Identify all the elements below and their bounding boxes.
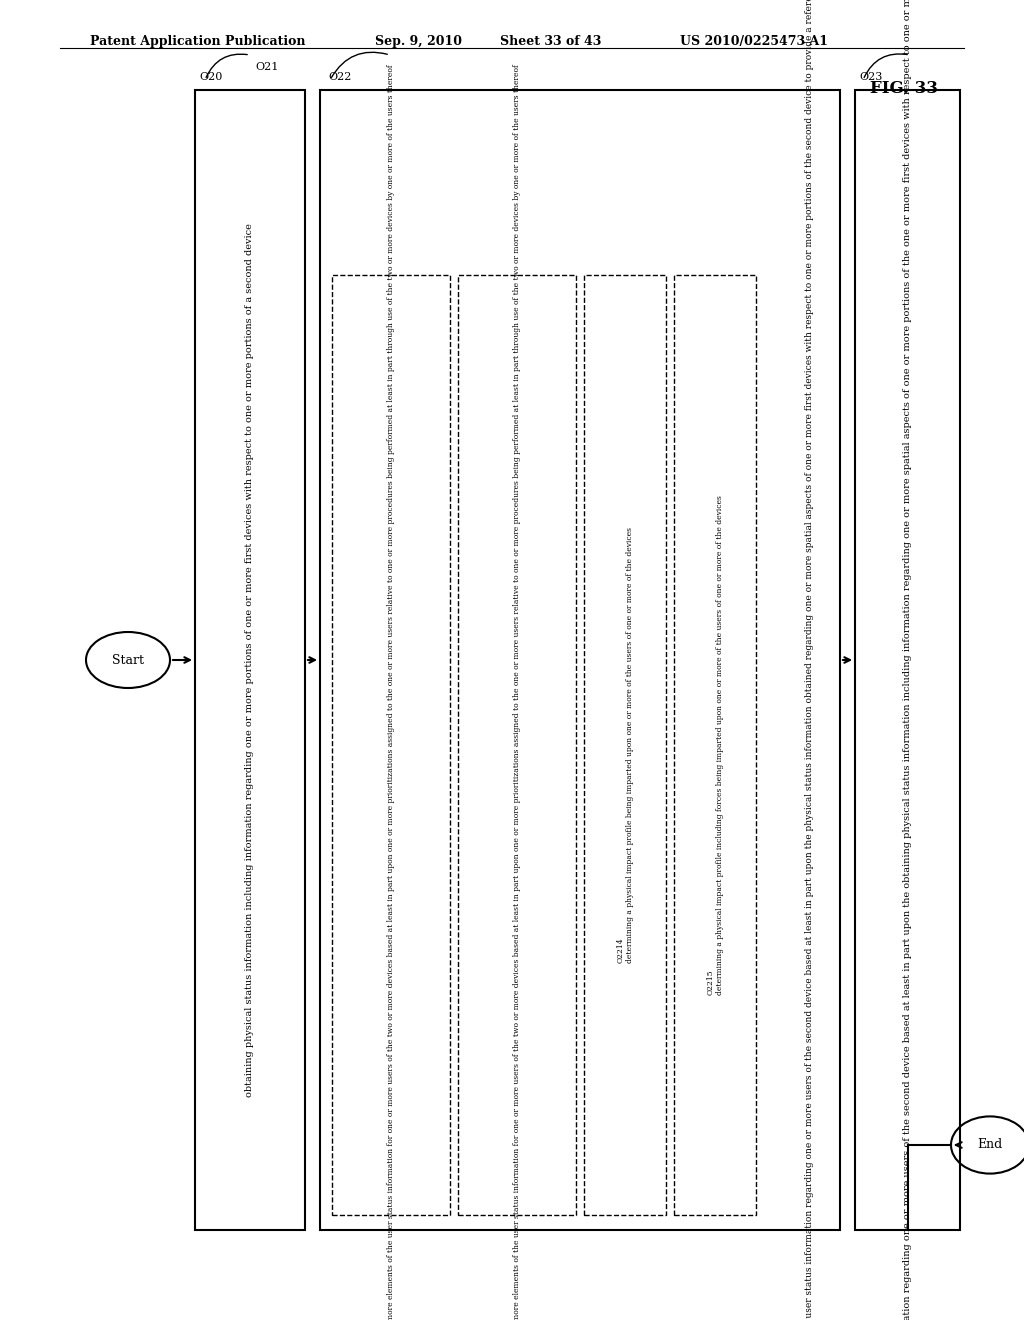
- Bar: [332, 275, 450, 1214]
- Text: O2213 determining one or more elements of the user status information for one or: O2213 determining one or more elements o…: [513, 65, 521, 1320]
- Text: US 2010/0225473 A1: US 2010/0225473 A1: [680, 36, 828, 48]
- Bar: [584, 275, 666, 1214]
- Text: O2212 determining one or more elements of the user status information for one or: O2212 determining one or more elements o…: [387, 65, 395, 1320]
- Text: determining user advisory information regarding one or more users of the second : determining user advisory information re…: [903, 0, 912, 1320]
- Text: Patent Application Publication: Patent Application Publication: [90, 36, 305, 48]
- Text: determining user status information regarding one or more users of the second de: determining user status information rega…: [806, 0, 814, 1320]
- Text: FIG. 33: FIG. 33: [870, 81, 938, 96]
- Text: O21: O21: [255, 62, 279, 73]
- Text: O20: O20: [199, 73, 222, 82]
- Text: Start: Start: [112, 653, 144, 667]
- Bar: [195, 90, 305, 1230]
- Text: O2214
determining a physical impact profile being imparted upon one or more of t: O2214 determining a physical impact prof…: [616, 527, 634, 964]
- Bar: [674, 275, 756, 1214]
- Bar: [319, 90, 840, 1230]
- Text: obtaining physical status information including information regarding one or mor: obtaining physical status information in…: [246, 223, 255, 1097]
- Text: End: End: [977, 1138, 1002, 1151]
- Bar: [458, 275, 575, 1214]
- Text: Sheet 33 of 43: Sheet 33 of 43: [500, 36, 601, 48]
- Text: Sep. 9, 2010: Sep. 9, 2010: [375, 36, 462, 48]
- Bar: [855, 90, 961, 1230]
- Text: O2215
determining a physical impact profile including forces being imparted upon: O2215 determining a physical impact prof…: [707, 495, 724, 995]
- Text: O22: O22: [328, 73, 351, 82]
- Text: O23: O23: [859, 73, 883, 82]
